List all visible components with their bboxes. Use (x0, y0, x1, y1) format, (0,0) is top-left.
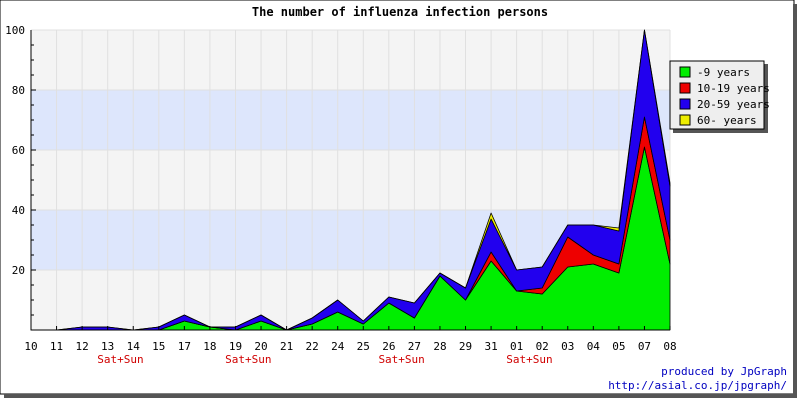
x-tick-label: 07 (638, 340, 651, 353)
x-tick-label: 20 (254, 340, 267, 353)
x-tick-label: 29 (459, 340, 472, 353)
plot-band (31, 30, 670, 90)
y-tick-label: 80 (12, 84, 25, 97)
x-tick-label: 08 (663, 340, 676, 353)
legend-swatch (679, 66, 691, 78)
x-tick-label: 02 (536, 340, 549, 353)
weekend-labels: Sat+Sun Sat+Sun Sat+Sun Sat+Sun (97, 353, 552, 366)
x-tick-label: 21 (280, 340, 293, 353)
x-tick-label: 26 (382, 340, 395, 353)
area-60-years (30, 29, 671, 331)
x-tick-label: 15 (152, 340, 165, 353)
weekend-label: Sat+Sun (378, 353, 424, 366)
x-tick-label: 24 (331, 340, 345, 353)
legend-label: 20-59 years (697, 98, 770, 111)
legend-label: 60- years (697, 114, 757, 127)
x-tick-label: 01 (510, 340, 523, 353)
footer-credit-line1: produced by JpGraph (661, 365, 787, 378)
weekend-label: Sat+Sun (506, 353, 552, 366)
y-tick-label: 40 (12, 204, 25, 217)
legend-swatch (679, 82, 691, 94)
x-tick-label: 19 (229, 340, 242, 353)
plot-band (31, 90, 670, 150)
x-tick-label: 13 (101, 340, 114, 353)
area-series (30, 29, 671, 331)
chart-title: The number of influenza infection person… (252, 5, 548, 19)
weekend-label: Sat+Sun (225, 353, 271, 366)
y-tick-labels: 20 40 60 80 100 (5, 24, 25, 277)
footer-credit-line2: http://asial.co.jp/jpgraph/ (608, 379, 787, 392)
x-tick-label: 10 (24, 340, 37, 353)
x-tick-label: 28 (433, 340, 446, 353)
y-tick-label: 20 (12, 264, 25, 277)
x-tick-label: 12 (75, 340, 88, 353)
legend-label: -9 years (697, 66, 750, 79)
x-tick-label: 18 (203, 340, 216, 353)
y-tick-label: 60 (12, 144, 25, 157)
x-tick-labels: 10 11 12 13 14 15 17 18 19 20 21 22 24 25 26 27 28 29 31 01… (24, 340, 676, 353)
x-tick-label: 04 (587, 340, 601, 353)
x-tick-label: 27 (408, 340, 421, 353)
x-tick-label: 25 (357, 340, 370, 353)
weekend-label: Sat+Sun (97, 353, 143, 366)
x-tick-label: 03 (561, 340, 574, 353)
x-tick-label: 14 (127, 340, 141, 353)
x-tick-label: 17 (178, 340, 191, 353)
x-tick-label: 05 (612, 340, 625, 353)
legend-swatch (679, 114, 691, 126)
x-tick-label: 31 (484, 340, 497, 353)
plot-band (31, 150, 670, 210)
x-tick-label: 22 (306, 340, 319, 353)
axes (30, 30, 671, 331)
legend-label: 10-19 years (697, 82, 770, 95)
x-tick-label: 11 (50, 340, 63, 353)
legend-swatch (679, 98, 691, 110)
y-tick-label: 100 (5, 24, 25, 37)
legend: -9 years 10-19 years 20-59 years 60- years (669, 60, 770, 133)
